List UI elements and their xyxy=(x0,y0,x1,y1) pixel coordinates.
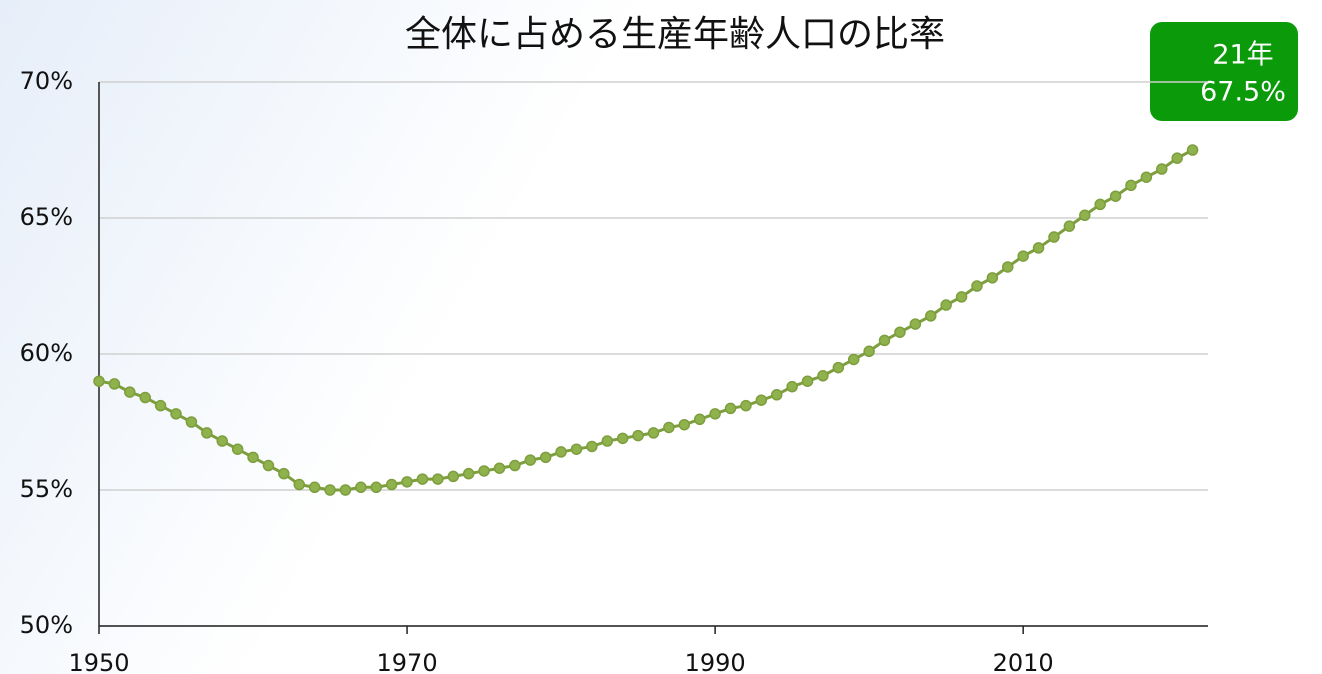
data-point xyxy=(478,465,490,477)
data-point xyxy=(1017,250,1029,262)
data-point xyxy=(786,380,798,393)
data-point xyxy=(1002,261,1014,273)
data-point xyxy=(1140,171,1153,183)
data-point xyxy=(693,413,706,426)
data-point xyxy=(770,389,783,401)
data-point xyxy=(539,451,552,464)
data-point xyxy=(632,429,644,442)
data-point xyxy=(154,399,167,412)
data-point xyxy=(755,394,768,406)
data-point xyxy=(1094,198,1106,211)
data-point xyxy=(108,378,121,390)
data-point xyxy=(278,467,290,480)
data-point xyxy=(462,467,475,480)
data-point xyxy=(308,481,321,494)
data-point xyxy=(339,484,352,496)
data-point xyxy=(216,435,228,447)
data-point xyxy=(416,473,429,485)
data-point xyxy=(231,443,244,455)
data-point xyxy=(616,432,629,445)
data-point xyxy=(801,375,814,387)
data-point xyxy=(1063,220,1076,232)
data-point xyxy=(647,427,660,439)
data-point xyxy=(1032,242,1045,254)
data-point xyxy=(247,451,259,464)
data-point xyxy=(293,478,305,491)
y-tick-label: 70% xyxy=(20,67,73,95)
data-point xyxy=(709,408,721,420)
data-point xyxy=(570,443,583,455)
data-point xyxy=(370,481,382,494)
chart-title: 全体に占める生産年齢人口の比率 xyxy=(405,14,945,55)
data-point xyxy=(1125,179,1137,192)
data-point xyxy=(185,416,198,428)
data-point xyxy=(139,391,151,404)
annotation-box xyxy=(1150,22,1298,121)
data-point xyxy=(986,272,999,284)
annotation-value: 67.5% xyxy=(1200,77,1286,108)
data-point xyxy=(586,440,598,453)
data-point xyxy=(170,408,182,420)
y-tick-label: 65% xyxy=(20,203,73,231)
data-point xyxy=(262,459,275,472)
data-point xyxy=(740,399,752,412)
data-point xyxy=(555,446,567,458)
data-point xyxy=(847,353,860,366)
data-point xyxy=(832,361,845,374)
data-point xyxy=(124,386,136,398)
y-tick-label: 60% xyxy=(20,339,73,367)
data-point xyxy=(93,375,105,387)
data-point xyxy=(1171,152,1183,164)
data-point xyxy=(909,318,922,330)
annotation-year: 21年 xyxy=(1212,40,1273,71)
data-point xyxy=(940,299,952,311)
data-point xyxy=(509,459,521,472)
data-point xyxy=(493,462,506,474)
data-point xyxy=(324,484,336,496)
data-point xyxy=(894,326,906,338)
data-point xyxy=(1048,231,1060,243)
y-tick-label: 50% xyxy=(20,611,73,639)
data-point xyxy=(1156,163,1168,175)
data-point xyxy=(955,291,968,303)
data-point xyxy=(355,481,367,494)
data-point xyxy=(971,280,983,292)
data-point xyxy=(524,454,537,466)
x-tick-label: 1950 xyxy=(68,649,129,674)
y-tick-label: 55% xyxy=(20,475,73,503)
x-tick-label: 1970 xyxy=(377,649,438,674)
data-point xyxy=(817,370,829,382)
data-point xyxy=(432,473,444,485)
data-point xyxy=(1186,144,1199,156)
x-tick-label: 1990 xyxy=(685,649,746,674)
data-point xyxy=(925,310,937,322)
data-point xyxy=(447,470,460,483)
data-point xyxy=(724,402,737,415)
data-point xyxy=(878,334,891,347)
data-point xyxy=(201,427,213,439)
data-point xyxy=(601,435,614,447)
data-point xyxy=(1079,209,1091,222)
data-point xyxy=(663,421,675,434)
data-point xyxy=(385,478,398,491)
data-point xyxy=(401,476,413,488)
data-point xyxy=(1109,190,1122,202)
data-point xyxy=(863,345,875,358)
x-tick-label: 2010 xyxy=(993,649,1054,674)
data-point xyxy=(678,418,691,431)
